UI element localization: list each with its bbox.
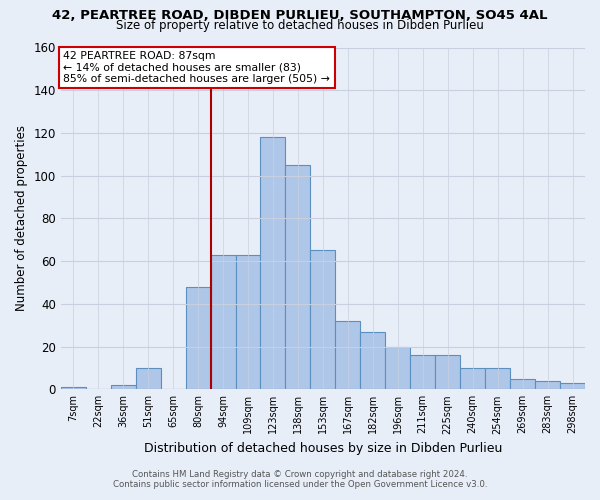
Bar bbox=[385, 346, 410, 390]
Bar bbox=[460, 368, 485, 390]
Bar bbox=[136, 368, 161, 390]
Bar bbox=[211, 254, 236, 390]
Bar bbox=[410, 355, 435, 390]
Bar bbox=[335, 321, 361, 390]
Bar bbox=[361, 332, 385, 390]
X-axis label: Distribution of detached houses by size in Dibden Purlieu: Distribution of detached houses by size … bbox=[144, 442, 502, 455]
Bar bbox=[111, 385, 136, 390]
Bar bbox=[185, 287, 211, 390]
Bar bbox=[286, 165, 310, 390]
Bar bbox=[535, 381, 560, 390]
Text: 42, PEARTREE ROAD, DIBDEN PURLIEU, SOUTHAMPTON, SO45 4AL: 42, PEARTREE ROAD, DIBDEN PURLIEU, SOUTH… bbox=[52, 9, 548, 22]
Text: Size of property relative to detached houses in Dibden Purlieu: Size of property relative to detached ho… bbox=[116, 19, 484, 32]
Bar bbox=[310, 250, 335, 390]
Bar bbox=[560, 383, 585, 390]
Bar bbox=[260, 137, 286, 390]
Bar bbox=[510, 378, 535, 390]
Bar bbox=[485, 368, 510, 390]
Bar bbox=[435, 355, 460, 390]
Text: 42 PEARTREE ROAD: 87sqm
← 14% of detached houses are smaller (83)
85% of semi-de: 42 PEARTREE ROAD: 87sqm ← 14% of detache… bbox=[64, 51, 330, 84]
Text: Contains HM Land Registry data © Crown copyright and database right 2024.
Contai: Contains HM Land Registry data © Crown c… bbox=[113, 470, 487, 489]
Y-axis label: Number of detached properties: Number of detached properties bbox=[15, 126, 28, 312]
Bar bbox=[61, 387, 86, 390]
Bar bbox=[236, 254, 260, 390]
